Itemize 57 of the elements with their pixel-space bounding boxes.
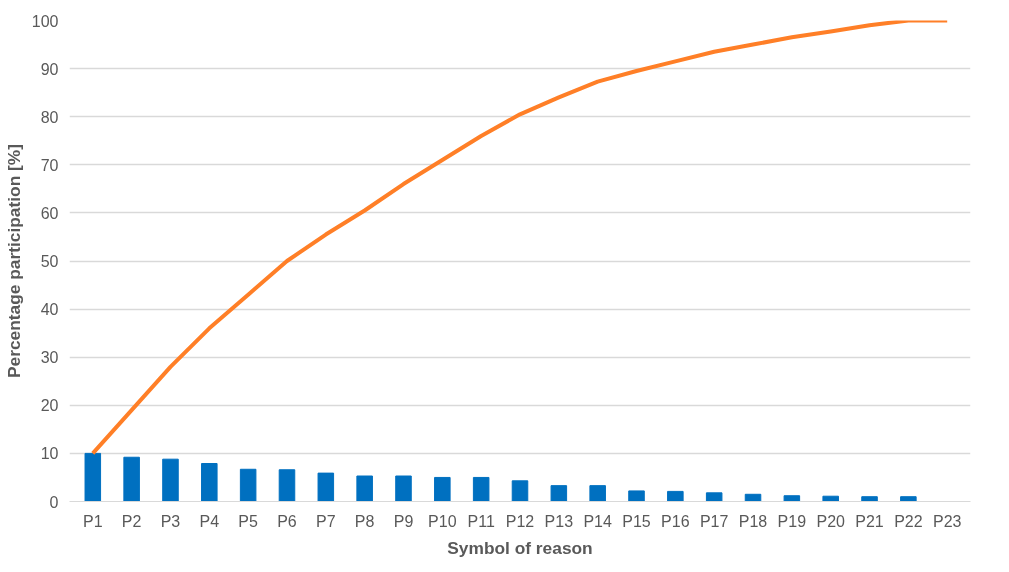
y-tick-label: 70 xyxy=(40,156,59,174)
bar xyxy=(667,490,684,502)
y-tick-label: 100 xyxy=(31,12,59,30)
bar xyxy=(472,476,490,502)
x-axis-title: Symbol of reason xyxy=(447,537,593,558)
x-tick-label: P6 xyxy=(277,512,297,530)
x-tick-label: P19 xyxy=(777,512,807,530)
x-tick-label: P12 xyxy=(505,512,535,530)
bar xyxy=(356,475,373,502)
y-tick-label: 30 xyxy=(40,349,59,367)
x-tick-label: P5 xyxy=(238,512,259,530)
y-tick-label: 10 xyxy=(40,445,59,463)
bar xyxy=(434,476,451,502)
y-tick-label: 80 xyxy=(40,108,59,126)
bar xyxy=(123,456,140,502)
bar xyxy=(900,496,917,502)
x-tick-label: P2 xyxy=(121,512,142,530)
line-series xyxy=(90,20,950,456)
y-axis-title: Percentage participation [%] xyxy=(3,144,24,378)
bar xyxy=(861,496,878,502)
y-tick-label: 20 xyxy=(40,397,59,415)
x-tick-label: P8 xyxy=(354,512,375,530)
x-tick-label: P23 xyxy=(932,512,962,530)
x-tick-label: P20 xyxy=(816,512,846,530)
bar xyxy=(511,480,529,502)
bar xyxy=(628,490,645,502)
x-tick-label: P11 xyxy=(467,512,495,530)
bar xyxy=(705,492,723,502)
x-tick-label: P18 xyxy=(738,512,768,530)
x-tick-label: P10 xyxy=(428,512,457,530)
y-tick-label: 50 xyxy=(40,253,59,270)
bar xyxy=(278,469,296,502)
y-tick-label: 0 xyxy=(49,493,59,511)
x-tick-label: P4 xyxy=(199,512,220,530)
x-tick-label: P15 xyxy=(622,512,651,530)
bar xyxy=(395,475,412,502)
x-tick-label: P7 xyxy=(316,512,336,530)
bar xyxy=(589,485,606,502)
bar xyxy=(317,472,335,502)
x-tick-label: P9 xyxy=(393,512,414,530)
bar xyxy=(783,495,801,502)
x-tick-label: P21 xyxy=(855,512,884,530)
x-tick-label: P22 xyxy=(894,512,923,530)
x-tick-label: P16 xyxy=(661,512,690,530)
bar xyxy=(239,468,257,502)
bar xyxy=(550,485,568,502)
y-tick-label: 90 xyxy=(40,60,59,78)
bar xyxy=(162,458,179,502)
x-tick-label: P17 xyxy=(699,512,729,530)
x-tick-label: P3 xyxy=(160,512,181,530)
x-tick-label: P13 xyxy=(544,512,574,530)
bar xyxy=(201,463,218,502)
x-tick-label: P14 xyxy=(583,512,613,530)
y-tick-label: 60 xyxy=(40,204,59,222)
y-tick-label: 40 xyxy=(40,301,59,319)
bar xyxy=(84,452,102,502)
x-tick-label: P1 xyxy=(83,512,103,530)
